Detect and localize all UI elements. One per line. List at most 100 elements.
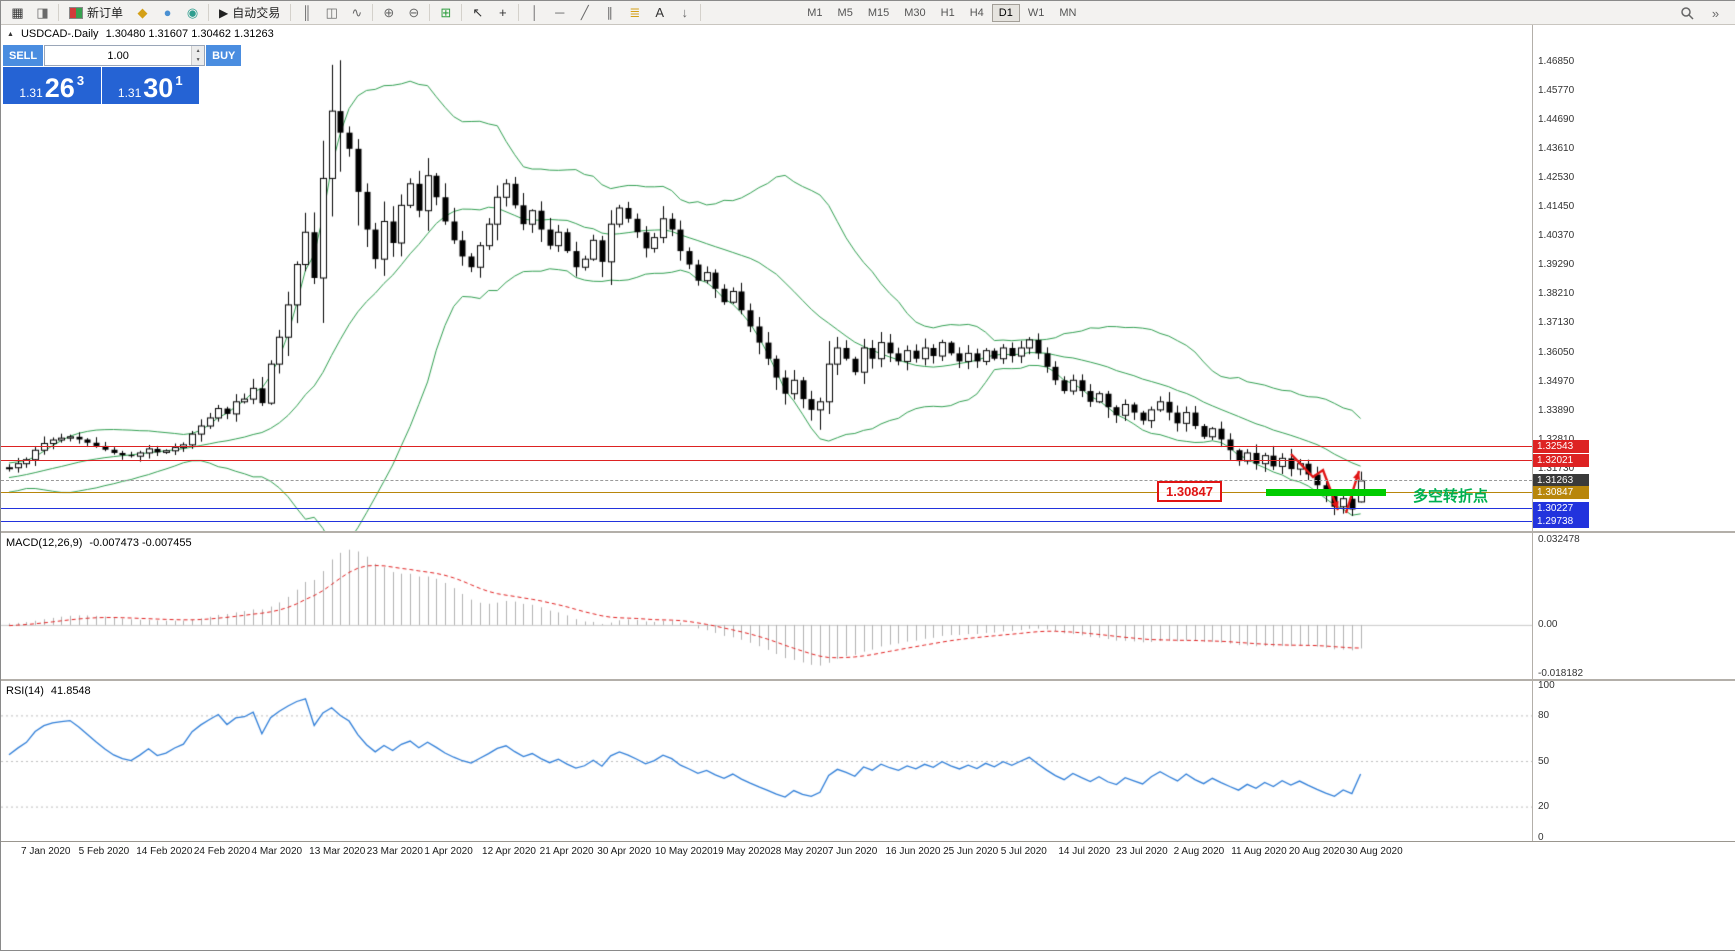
price-axis-label: 1.44690 [1538, 113, 1575, 125]
support-zone-rect[interactable] [1266, 488, 1386, 496]
chart-window-icon[interactable]: ▦ [11, 4, 24, 20]
zoom-out-icon[interactable]: ⊖ [408, 4, 420, 20]
price-tag: 1.30227 [1533, 502, 1589, 516]
sell-price-big: 26 [44, 73, 75, 103]
horizontal-line-1.32543[interactable] [1, 445, 1532, 447]
date-axis-label: 30 Aug 2020 [1346, 846, 1403, 857]
trendline-tool-icon[interactable]: ╱ [580, 4, 589, 20]
date-axis-label: 28 May 2020 [770, 846, 829, 857]
profiles-icon[interactable]: ◨ [36, 4, 49, 20]
panel-separator[interactable] [1, 679, 1735, 681]
date-axis-label: 11 Aug 2020 [1231, 846, 1287, 857]
horizontal-line-1.30227[interactable] [1, 508, 1532, 510]
sell-price-button[interactable]: 1.31 26 3 [3, 67, 101, 104]
date-axis-label: 19 May 2020 [712, 846, 771, 857]
price-tag: 1.30847 [1533, 485, 1589, 499]
toolbar-overflow-icon[interactable]: » [1711, 5, 1720, 21]
favorites-icon[interactable]: ◆ [137, 4, 148, 20]
autotrade-play-icon: ▶ [219, 5, 229, 20]
rsi-scale-label: 20 [1538, 801, 1550, 813]
price-tag: 1.32021 [1533, 453, 1589, 467]
date-axis-label: 12 Apr 2020 [482, 846, 536, 857]
date-axis-label: 1 Apr 2020 [424, 846, 473, 857]
buy-price-button[interactable]: 1.31 30 1 [101, 67, 199, 104]
price-tag: 1.32543 [1533, 439, 1589, 453]
timeframe-button-d1[interactable]: D1 [991, 3, 1020, 22]
horizontal-line-tool-icon[interactable]: ─ [555, 5, 565, 20]
rsi-name: RSI(14) [6, 685, 44, 697]
date-axis-label: 21 Apr 2020 [539, 846, 594, 857]
channel-tool-icon[interactable]: ∥ [606, 4, 614, 20]
lot-spinner: ▲ ▼ [191, 46, 205, 65]
community-icon[interactable]: ◉ [186, 4, 199, 20]
horizontal-line-1.31263[interactable] [1, 480, 1532, 482]
timeframe-button-h1[interactable]: H1 [934, 4, 962, 22]
vertical-line-tool-icon[interactable]: │ [530, 5, 539, 20]
cursor-icon[interactable]: ↖ [472, 4, 484, 20]
timeframe-button-m30[interactable]: M30 [897, 4, 932, 22]
crosshair-icon[interactable]: + [498, 5, 507, 20]
macd-canvas[interactable] [1, 533, 1532, 679]
horizontal-line-1.29738[interactable] [1, 521, 1532, 523]
rsi-scale-label: 100 [1538, 679, 1555, 691]
autotrade-button[interactable]: ▶ 自动交易 [212, 3, 287, 23]
panel-separator[interactable] [1, 531, 1735, 533]
date-axis-label: 14 Feb 2020 [136, 846, 193, 857]
toolbar-separator [372, 4, 374, 21]
rsi-canvas[interactable] [1, 681, 1532, 841]
timeframe-button-m1[interactable]: M1 [800, 4, 829, 22]
price-axis-label: 1.43610 [1538, 143, 1575, 155]
horizontal-line-1.32021[interactable] [1, 459, 1532, 461]
turning-point-label[interactable]: 多空转折点 [1413, 488, 1489, 505]
buy-price-sup: 1 [175, 73, 183, 88]
timeframe-button-mn[interactable]: MN [1052, 4, 1083, 22]
main-chart-canvas[interactable] [1, 25, 1532, 531]
support-price-label[interactable]: 1.30847 [1157, 481, 1222, 502]
fibonacci-tool-icon[interactable]: ≣ [629, 4, 641, 20]
toolbar-separator [429, 4, 431, 21]
zoom-in-icon[interactable]: ⊕ [383, 4, 395, 20]
horizontal-line-1.30847[interactable] [1, 491, 1532, 493]
price-axis-label: 1.41450 [1538, 201, 1575, 213]
timeframe-button-m15[interactable]: M15 [861, 4, 896, 22]
date-axis-label: 5 Jul 2020 [1000, 846, 1047, 857]
toolbar-right-group: » [1674, 3, 1728, 23]
lot-size-control: ▲ ▼ [44, 45, 206, 66]
buy-button[interactable]: BUY [206, 45, 242, 66]
sell-button[interactable]: SELL [3, 45, 44, 66]
date-axis-label: 2 Aug 2020 [1173, 846, 1225, 857]
date-axis-label: 23 Mar 2020 [366, 846, 423, 857]
lot-decrease-button[interactable]: ▼ [191, 55, 205, 65]
rsi-scale-label: 80 [1538, 709, 1550, 721]
macd-name: MACD(12,26,9) [6, 537, 83, 549]
new-order-icon [69, 6, 83, 19]
toolbar-separator [518, 4, 520, 21]
price-axis-label: 1.34970 [1538, 375, 1575, 387]
candlestick-chart-icon[interactable]: ◫ [325, 4, 338, 20]
tile-windows-icon[interactable]: ⊞ [440, 4, 452, 20]
lot-increase-button[interactable]: ▲ [191, 46, 205, 56]
arrow-tool-icon[interactable]: ↓ [681, 5, 689, 20]
price-axis-label: 1.40370 [1538, 230, 1575, 242]
timeframe-button-m5[interactable]: M5 [831, 4, 860, 22]
date-axis-label: 10 May 2020 [654, 846, 713, 857]
price-axis-label: 1.37130 [1538, 317, 1575, 329]
market-watch-icon[interactable]: ● [163, 5, 172, 20]
new-order-button[interactable]: 新订单 [62, 3, 130, 23]
timeframe-button-h4[interactable]: H4 [963, 4, 991, 22]
price-axis-label: 1.31730 [1538, 462, 1575, 474]
date-axis-label: 7 Jun 2020 [827, 846, 878, 857]
text-tool-icon[interactable]: A [655, 5, 665, 20]
chart-title: ▲ USDCAD-.Daily 1.30480 1.31607 1.30462 … [7, 28, 274, 40]
timeframe-button-w1[interactable]: W1 [1021, 4, 1052, 22]
bar-chart-icon[interactable]: ║ [302, 5, 312, 20]
search-icon[interactable] [1674, 3, 1699, 23]
date-axis-label: 23 Jul 2020 [1115, 846, 1168, 857]
line-chart-icon[interactable]: ∿ [351, 4, 363, 20]
rsi-scale-label: 50 [1538, 755, 1550, 767]
toolbar: ▦ ◨ 新订单 ◆ ● ◉ ▶ 自动交易 ║ ◫ ∿ ⊕ ⊖ ⊞ ↖ + │ ─… [1, 1, 1735, 25]
lot-size-input[interactable] [45, 46, 192, 65]
